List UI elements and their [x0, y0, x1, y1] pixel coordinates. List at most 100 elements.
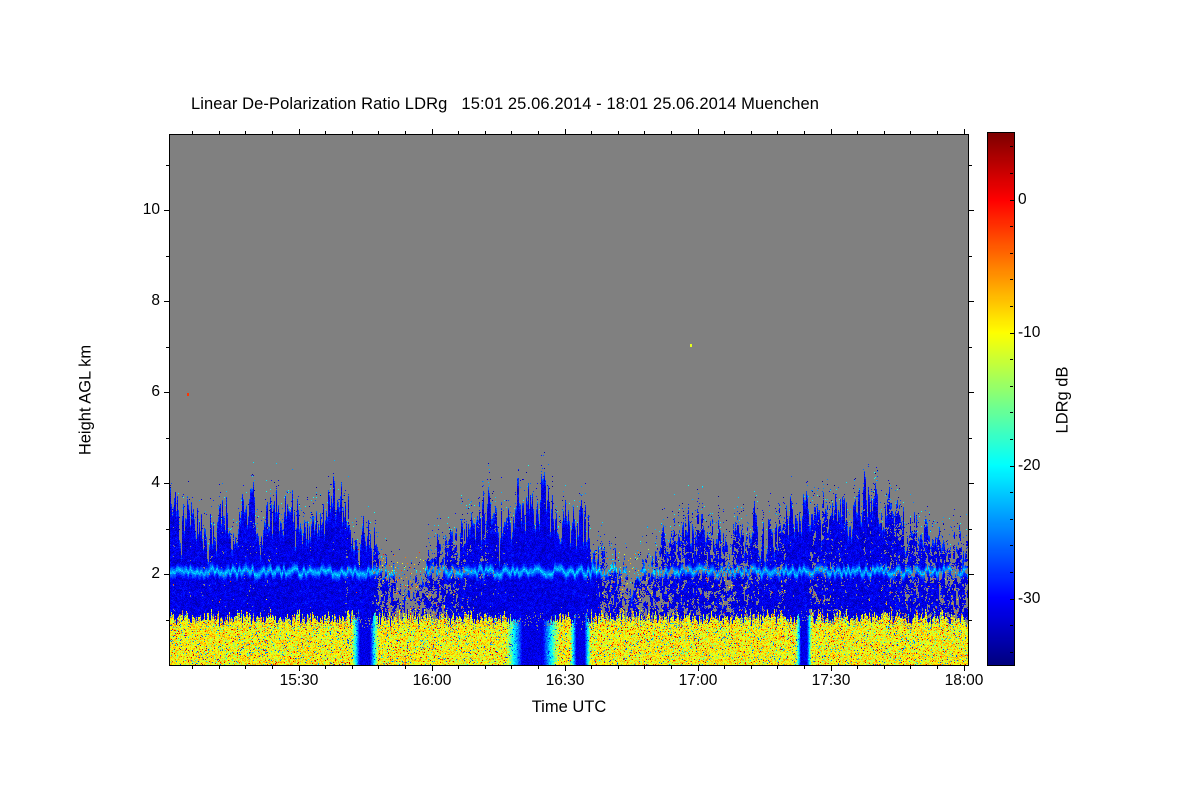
x-tick-minor-0 [192, 665, 193, 669]
x-tick-minor-top-22 [910, 131, 911, 135]
y-tick-label-2: 6 [151, 383, 160, 400]
colorbar[interactable] [987, 132, 1015, 666]
x-tick-label-4: 17:30 [811, 672, 851, 689]
colorbar-tick-minor-10 [1010, 306, 1013, 307]
y-tick-label-3: 8 [151, 292, 160, 309]
colorbar-tick-minor-4 [1010, 519, 1013, 520]
x-tick-minor-top-7 [405, 131, 406, 135]
colorbar-tick-3 [1010, 599, 1014, 600]
x-tick-major-2 [565, 665, 566, 671]
y-tick-major-right-3 [968, 301, 974, 302]
x-tick-minor-17 [751, 665, 752, 669]
colorbar-tick-minor-12 [1010, 253, 1013, 254]
y-tick-minor-4 [166, 256, 170, 257]
colorbar-tick-0 [1010, 200, 1014, 201]
x-tick-minor-top-6 [378, 131, 379, 135]
y-tick-major-1 [164, 483, 170, 484]
y-tick-label-4: 10 [142, 201, 160, 218]
y-tick-major-right-4 [968, 210, 974, 211]
y-tick-label-1: 4 [151, 474, 160, 491]
x-tick-minor-top-3 [272, 131, 273, 135]
colorbar-tick-minor-1 [1010, 625, 1013, 626]
x-tick-label-2: 16:30 [545, 672, 585, 689]
x-tick-minor-9 [485, 665, 486, 669]
colorbar-tick-minor-15 [1010, 146, 1013, 147]
y-tick-minor-right-2 [968, 438, 972, 439]
colorbar-label: LDRg dB [1053, 366, 1072, 434]
x-tick-minor-top-2 [245, 131, 246, 135]
x-tick-major-4 [831, 665, 832, 671]
colorbar-tick-label-1: -10 [1018, 324, 1041, 341]
x-tick-minor-top-8 [458, 131, 459, 135]
y-tick-minor-1 [166, 529, 170, 530]
y-tick-minor-right-1 [968, 529, 972, 530]
y-tick-major-2 [164, 392, 170, 393]
y-tick-label-0: 2 [151, 565, 160, 582]
x-tick-major-0 [299, 665, 300, 671]
x-tick-major-top-0 [299, 129, 300, 135]
x-tick-minor-top-21 [884, 131, 885, 135]
x-tick-minor-top-0 [192, 131, 193, 135]
x-tick-minor-top-17 [751, 131, 752, 135]
x-tick-minor-top-14 [644, 131, 645, 135]
x-tick-major-top-5 [964, 129, 965, 135]
colorbar-tick-label-2: -20 [1018, 457, 1041, 474]
x-tick-major-1 [432, 665, 433, 671]
colorbar-tick-2 [1010, 466, 1014, 467]
x-tick-minor-top-15 [671, 131, 672, 135]
x-tick-minor-top-23 [937, 131, 938, 135]
plot-title: Linear De-Polarization Ratio LDRg 15:01 … [190, 95, 820, 113]
x-tick-minor-top-4 [325, 131, 326, 135]
colorbar-tick-minor-13 [1010, 226, 1013, 227]
x-tick-minor-top-9 [485, 131, 486, 135]
y-tick-minor-right-0 [968, 620, 972, 621]
heatmap-plot-area[interactable] [169, 134, 969, 666]
x-tick-minor-4 [325, 665, 326, 669]
y-axis-label: Height AGL km [76, 344, 95, 456]
x-tick-minor-12 [591, 665, 592, 669]
colorbar-tick-label-3: -30 [1018, 590, 1041, 607]
x-axis-label: Time UTC [531, 698, 607, 716]
y-tick-major-right-1 [968, 483, 974, 484]
y-tick-major-right-2 [968, 392, 974, 393]
x-tick-minor-15 [671, 665, 672, 669]
x-tick-major-top-1 [432, 129, 433, 135]
y-tick-minor-right-5 [968, 165, 972, 166]
x-tick-minor-top-13 [618, 131, 619, 135]
y-tick-minor-5 [166, 165, 170, 166]
x-tick-major-3 [698, 665, 699, 671]
colorbar-tick-minor-5 [1010, 492, 1013, 493]
x-tick-label-0: 15:30 [279, 672, 319, 689]
x-tick-minor-top-12 [591, 131, 592, 135]
x-tick-minor-20 [857, 665, 858, 669]
x-tick-minor-11 [538, 665, 539, 669]
y-tick-major-right-0 [968, 574, 974, 575]
colorbar-tick-minor-9 [1010, 359, 1013, 360]
x-tick-minor-top-11 [538, 131, 539, 135]
x-tick-minor-18 [777, 665, 778, 669]
y-tick-minor-0 [166, 620, 170, 621]
y-tick-major-3 [164, 301, 170, 302]
x-tick-minor-21 [884, 665, 885, 669]
x-tick-minor-top-18 [777, 131, 778, 135]
x-tick-major-5 [964, 665, 965, 671]
colorbar-canvas [988, 133, 1014, 665]
y-tick-major-4 [164, 210, 170, 211]
x-tick-minor-10 [511, 665, 512, 669]
y-tick-minor-3 [166, 347, 170, 348]
y-tick-minor-2 [166, 438, 170, 439]
x-tick-minor-16 [724, 665, 725, 669]
x-tick-minor-19 [804, 665, 805, 669]
x-tick-label-5: 18:00 [944, 672, 984, 689]
heatmap-canvas[interactable] [170, 135, 968, 665]
colorbar-tick-minor-0 [1010, 652, 1013, 653]
colorbar-tick-minor-14 [1010, 173, 1013, 174]
x-tick-label-3: 17:00 [678, 672, 718, 689]
x-tick-minor-22 [910, 665, 911, 669]
x-tick-minor-13 [618, 665, 619, 669]
colorbar-tick-minor-3 [1010, 545, 1013, 546]
x-tick-minor-top-19 [804, 131, 805, 135]
y-tick-minor-right-3 [968, 347, 972, 348]
x-tick-major-top-2 [565, 129, 566, 135]
